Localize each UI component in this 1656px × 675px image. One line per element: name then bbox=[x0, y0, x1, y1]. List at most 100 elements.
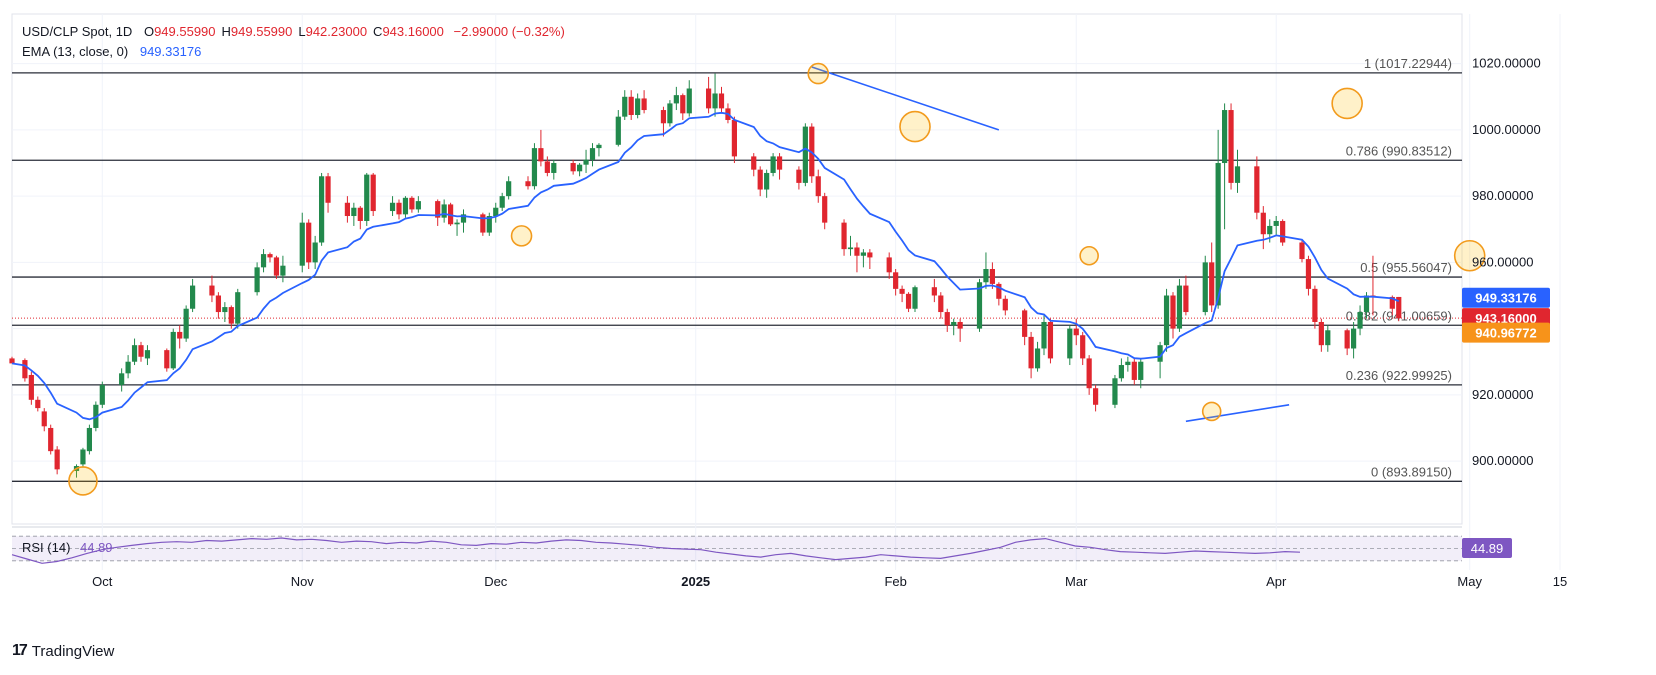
candle bbox=[1273, 216, 1279, 236]
candle-body bbox=[757, 169, 763, 190]
brand-name: TradingView bbox=[31, 642, 115, 660]
candle bbox=[757, 166, 763, 197]
candle-body bbox=[686, 88, 692, 114]
candle bbox=[222, 302, 228, 322]
candle-body bbox=[802, 126, 808, 183]
candle bbox=[183, 305, 189, 342]
candle bbox=[1086, 355, 1092, 395]
y-tick-label: 920.00000 bbox=[1472, 387, 1533, 402]
candle bbox=[1163, 288, 1170, 352]
candle bbox=[596, 143, 602, 157]
candle-body bbox=[1389, 296, 1395, 309]
candle bbox=[1157, 341, 1163, 379]
ema-label: EMA (13, close, 0) bbox=[22, 44, 129, 59]
candle bbox=[1034, 341, 1041, 372]
candle-body bbox=[525, 181, 531, 187]
candle bbox=[525, 176, 531, 190]
candle-body bbox=[138, 345, 144, 357]
candle-body bbox=[899, 288, 905, 294]
candle-body bbox=[22, 360, 28, 379]
ohlc-o: O949.55990 bbox=[143, 24, 216, 39]
time-axis[interactable]: Oct Nov Dec 2025 Feb Mar Apr May 15 bbox=[92, 574, 1567, 589]
price-axis[interactable]: 900.00000920.00000940.00000960.00000980.… bbox=[1472, 56, 1541, 468]
candle bbox=[983, 252, 989, 289]
symbol-label[interactable]: USD/CLP Spot, 1D bbox=[22, 24, 133, 39]
candle bbox=[899, 285, 905, 303]
candle-body bbox=[1073, 328, 1079, 336]
annotation-circle bbox=[807, 62, 830, 85]
candle bbox=[480, 212, 486, 236]
candle-body bbox=[1318, 321, 1324, 346]
candle-body bbox=[28, 374, 34, 400]
annotation-circles bbox=[68, 62, 1486, 496]
candle-body bbox=[596, 144, 602, 149]
candle-body bbox=[1312, 288, 1318, 322]
candle bbox=[1138, 358, 1144, 389]
candle bbox=[344, 196, 350, 223]
candle-body bbox=[1202, 262, 1208, 313]
candle bbox=[190, 278, 196, 313]
price-tag-bg bbox=[1462, 287, 1550, 308]
candle-body bbox=[254, 267, 260, 293]
candle-body bbox=[319, 176, 325, 243]
candle-body bbox=[454, 222, 460, 225]
candle-body bbox=[1067, 328, 1073, 359]
candle bbox=[215, 292, 221, 319]
candle bbox=[1170, 292, 1176, 339]
candle-body bbox=[544, 161, 550, 173]
candle-body bbox=[641, 98, 647, 111]
candle-body bbox=[144, 350, 151, 359]
candle bbox=[538, 129, 544, 167]
candle-body bbox=[164, 350, 170, 369]
candle-body bbox=[1170, 295, 1176, 329]
candle bbox=[280, 255, 286, 283]
candle-body bbox=[1112, 378, 1118, 405]
candle-body bbox=[751, 156, 757, 170]
candle bbox=[1260, 206, 1266, 250]
candle-body bbox=[357, 207, 363, 221]
candle bbox=[635, 93, 641, 119]
candle bbox=[273, 255, 280, 279]
rsi-line bbox=[11, 537, 1301, 564]
candle-body bbox=[867, 252, 873, 258]
candle-body bbox=[1228, 110, 1234, 183]
candle-body bbox=[396, 202, 402, 215]
candle bbox=[641, 90, 647, 114]
candle bbox=[131, 338, 138, 366]
candle-body bbox=[809, 126, 815, 177]
ema-legend[interactable]: EMA (13, close, 0) 949.33176 bbox=[22, 44, 201, 59]
candle-body bbox=[583, 159, 589, 165]
candle-body bbox=[190, 285, 196, 309]
candle bbox=[796, 166, 802, 190]
candle-body bbox=[893, 272, 899, 289]
candle-body bbox=[448, 204, 454, 225]
candle-body bbox=[460, 214, 467, 223]
candle-body bbox=[635, 98, 641, 116]
candle bbox=[370, 172, 376, 217]
rsi-label: RSI (14) bbox=[22, 540, 70, 555]
candle-body bbox=[177, 331, 183, 339]
candle bbox=[144, 345, 151, 366]
candle bbox=[822, 192, 828, 230]
candle bbox=[764, 169, 770, 198]
annotation-circle bbox=[68, 466, 98, 496]
candle bbox=[905, 292, 912, 313]
tradingview-brand[interactable]: 17 TradingView bbox=[12, 642, 114, 660]
fib-label: 0.5 (955.56047) bbox=[1360, 260, 1452, 275]
fib-label: 1 (1017.22944) bbox=[1364, 56, 1452, 71]
candle bbox=[589, 143, 596, 167]
candle bbox=[1280, 219, 1286, 246]
candle-body bbox=[538, 148, 544, 162]
candle-body bbox=[1396, 296, 1402, 319]
candle-body bbox=[364, 174, 370, 221]
candle-body bbox=[35, 399, 41, 409]
x-tick-label: 2025 bbox=[681, 574, 710, 589]
candle-body bbox=[370, 174, 376, 212]
candle bbox=[751, 153, 757, 177]
candle-body bbox=[54, 449, 60, 470]
candle bbox=[1254, 156, 1260, 220]
candle-body bbox=[712, 93, 718, 109]
candle-body bbox=[1267, 225, 1273, 235]
candle-body bbox=[131, 345, 138, 362]
